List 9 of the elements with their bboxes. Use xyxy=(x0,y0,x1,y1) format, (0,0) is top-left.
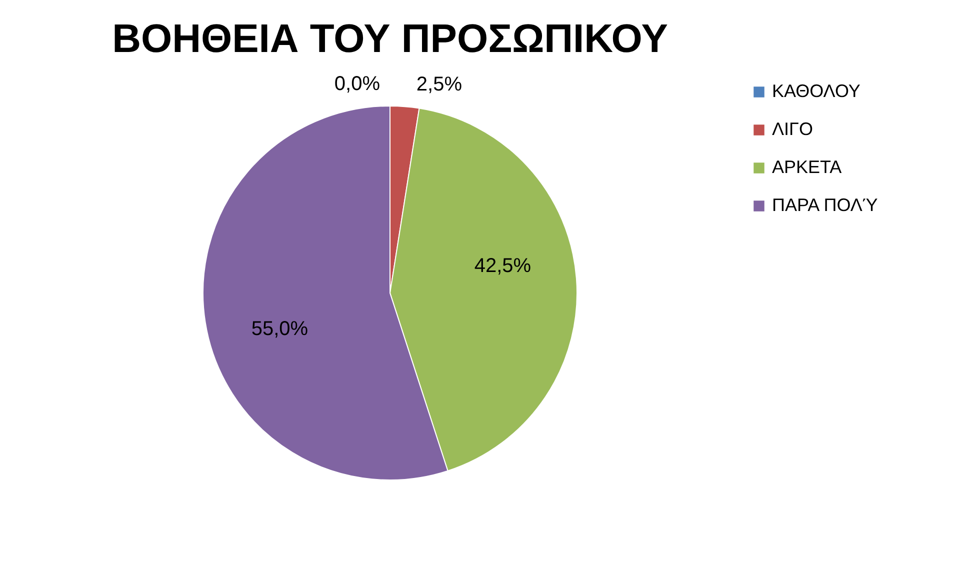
legend-label: ΚΑΘΟΛΟΥ xyxy=(772,81,860,101)
data-label: 42,5% xyxy=(474,254,532,277)
legend-label: ΑΡΚΕΤΑ xyxy=(772,157,842,177)
legend-label: ΛΙΓΟ xyxy=(772,119,813,139)
data-label: 2,5% xyxy=(416,74,462,96)
legend-label: ΠΑΡΑ ΠΟΛΎ xyxy=(772,195,878,215)
text: 0,0% xyxy=(334,73,380,95)
data-label: 55,0% xyxy=(251,318,308,340)
chart-title: ΒΟΗΘΕΙΑ ΤΟΥ ΠΡΟΣΩΠΙΚΟΥ xyxy=(112,17,668,61)
